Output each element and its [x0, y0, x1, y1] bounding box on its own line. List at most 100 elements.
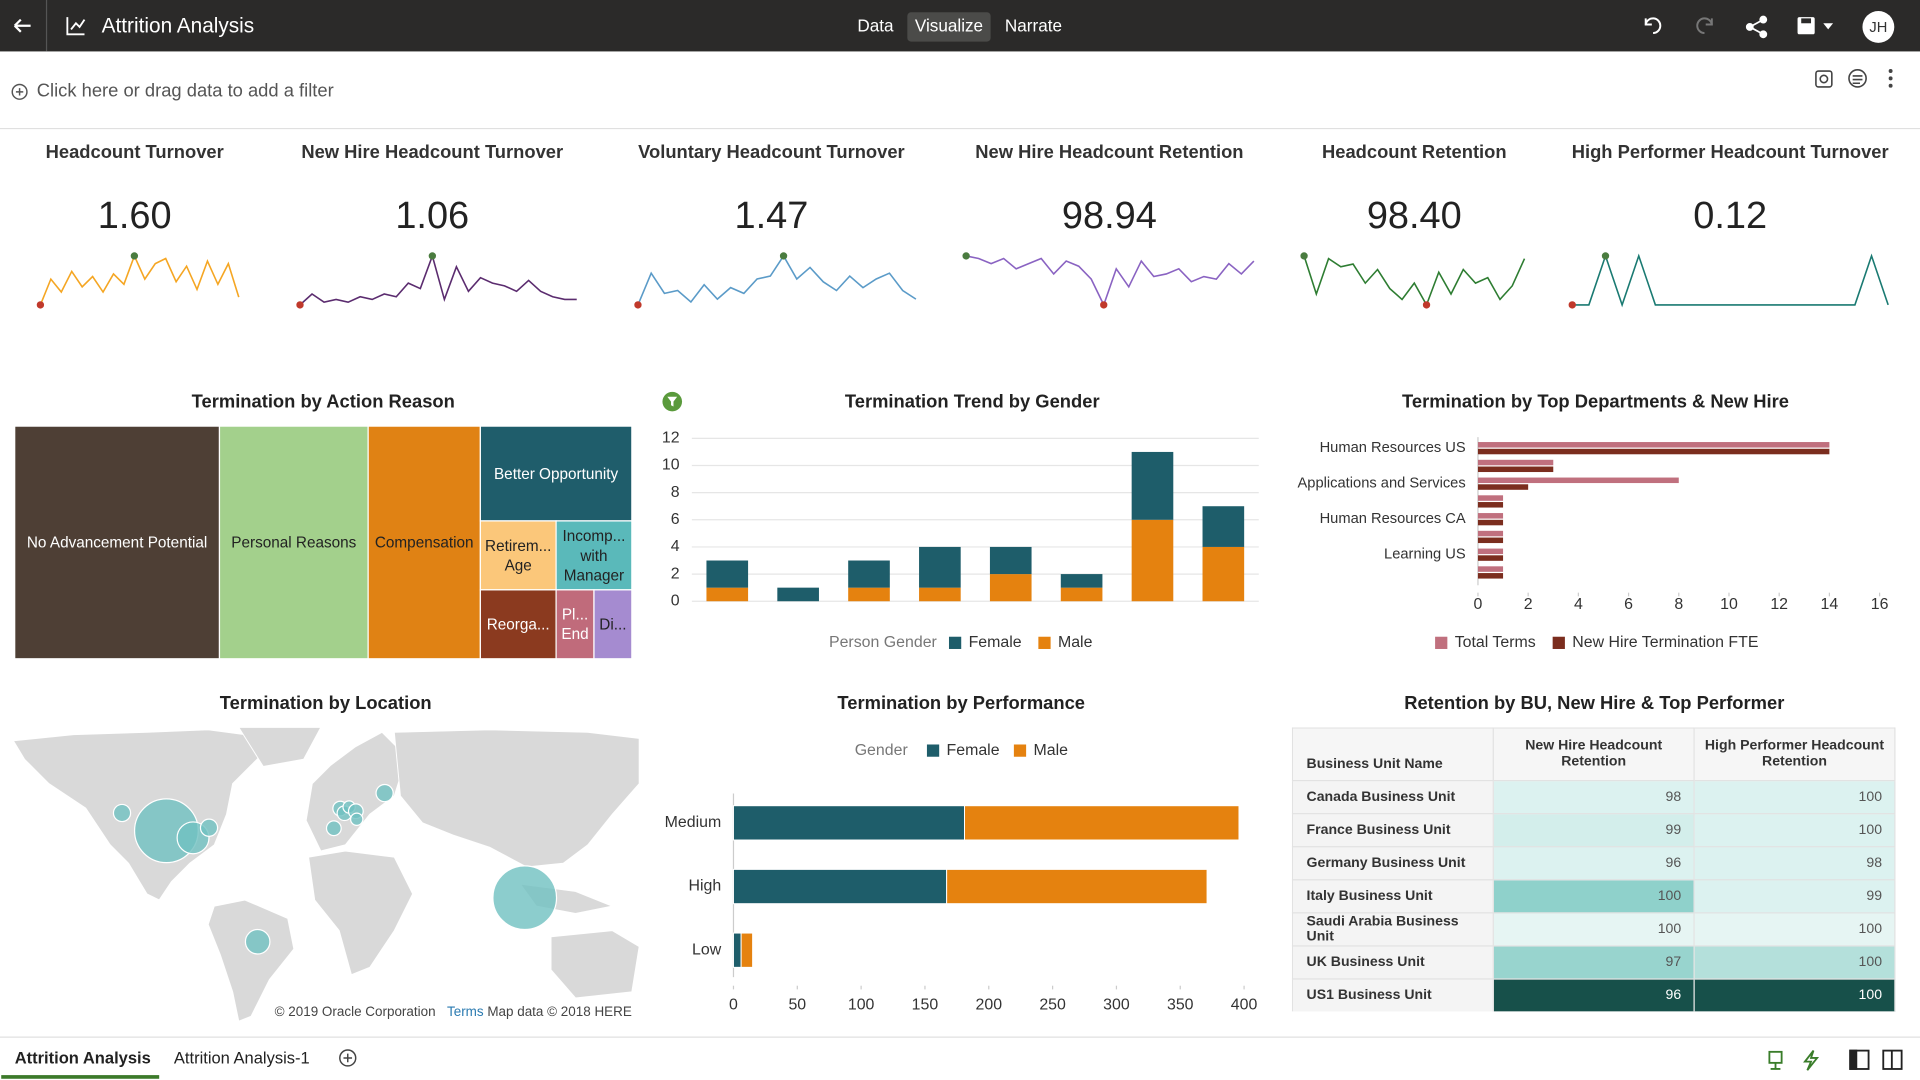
add-tab-button[interactable] [339, 1049, 357, 1067]
value-cell: 99 [1492, 813, 1695, 848]
value-cell: 100 [1693, 912, 1896, 947]
treemap-label: Di... [599, 615, 627, 633]
kpi-title: Headcount Turnover [46, 141, 224, 162]
sparkline-max [1300, 252, 1308, 260]
map-bubble [325, 820, 342, 837]
y-tick-label: 6 [671, 511, 680, 528]
chart-title: Retention by BU, New Hire & Top Performe… [1404, 692, 1784, 713]
sheet-tab[interactable]: Attrition Analysis [15, 1049, 151, 1068]
bar-segment [706, 560, 749, 588]
row-header: France Business Unit [1291, 813, 1494, 848]
save-button[interactable] [1797, 17, 1834, 35]
x-tick-label: 400 [1231, 997, 1258, 1014]
nav-button[interactable]: Narrate [1005, 15, 1062, 35]
bar-segment [848, 587, 890, 602]
x-tick-label: 4 [1574, 596, 1583, 613]
active-tab-underline [1, 1075, 160, 1079]
y-tick-label: Low [692, 941, 722, 958]
table-header-row: Business Unit Name New Hire Headcount Ret… [1291, 727, 1896, 782]
bar-segment [1060, 587, 1103, 602]
sparkline-max [779, 252, 788, 260]
nav-active-bg [907, 12, 991, 42]
row-header: Saudi Arabia Business Unit [1291, 912, 1494, 947]
column-header: Business Unit Name [1291, 727, 1494, 782]
treemap-label: No Advancement Potential [26, 533, 208, 552]
bar [1477, 519, 1504, 526]
map-bubble [244, 928, 271, 955]
x-tick-label: 0 [729, 997, 738, 1014]
bar-segment [1202, 506, 1245, 547]
bar-segment [964, 805, 1240, 841]
value-cell: 100 [1693, 779, 1896, 815]
treemap-label-box: Retirem... Age [485, 537, 551, 574]
x-tick-label: 8 [1674, 596, 1683, 613]
x-tick-label: 14 [1821, 596, 1839, 613]
bar [1477, 548, 1504, 555]
sparkline [965, 255, 1255, 307]
legend-label: New Hire Termination FTE [1572, 634, 1758, 651]
nav-button[interactable]: Data [857, 15, 894, 35]
x-tick-label: 12 [1770, 596, 1788, 613]
bar-segment [1131, 451, 1174, 520]
legend-swatch [1552, 636, 1565, 649]
map-bubble [199, 818, 219, 837]
add-filter-icon[interactable] [11, 83, 28, 100]
sparkline-min [1422, 301, 1431, 309]
sparkline-max [130, 252, 139, 260]
legend-label: Total Terms [1455, 634, 1536, 651]
undo-button[interactable] [1644, 17, 1662, 35]
treemap-cell [555, 589, 595, 660]
chart-title: Termination by Performance [837, 692, 1085, 713]
bar [1477, 459, 1554, 466]
treemap-label: Personal Reasons [231, 533, 357, 552]
legend-label: Male [1058, 634, 1093, 651]
x-tick-label: 0 [1474, 596, 1483, 613]
filter-placeholder[interactable]: Click here or drag data to add a filter [37, 80, 334, 101]
map-bubble [350, 812, 364, 826]
avatar-initials: JH [1869, 20, 1887, 36]
avatar[interactable] [1862, 11, 1895, 43]
sheet-tab[interactable]: Attrition Analysis-1 [174, 1049, 310, 1068]
chart-icon [66, 17, 86, 36]
legend-swatch [948, 636, 962, 649]
x-tick-label: 300 [1103, 997, 1130, 1014]
sparkline [637, 254, 917, 306]
treemap-label-box: Reorga... [487, 616, 550, 633]
chart-title: Termination Trend by Gender [845, 391, 1100, 412]
sparkline [299, 253, 577, 306]
nav-button[interactable]: Visualize [915, 15, 983, 35]
row-header: Germany Business Unit [1291, 846, 1494, 881]
share-button[interactable] [1745, 15, 1768, 39]
bar [1477, 555, 1504, 561]
y-tick-label: Applications and Services [1298, 476, 1466, 492]
footer-icons[interactable] [1768, 1050, 1820, 1071]
table-row: Germany Business Unit 96 98 [1291, 846, 1896, 881]
bar-segment [989, 574, 1032, 602]
bar [1477, 466, 1554, 473]
app-title: Attrition Analysis [102, 14, 255, 37]
land [550, 930, 640, 999]
chart-title: Termination by Location [220, 692, 432, 713]
back-button[interactable] [13, 18, 31, 33]
value-cell: 97 [1492, 945, 1695, 980]
value-cell: 100 [1693, 978, 1896, 1012]
sparkline-min [36, 301, 45, 309]
treemap-label-box: Compensation [375, 534, 474, 551]
table-row: Canada Business Unit 98 100 [1291, 779, 1896, 815]
x-tick-label: 50 [788, 997, 806, 1014]
bar [1477, 513, 1504, 519]
treemap-cell [555, 520, 633, 591]
treemap-cell [218, 425, 369, 660]
y-tick-label: Human Resources US [1320, 440, 1466, 456]
toolbar-icons[interactable] [1815, 69, 1867, 88]
bar-segment [848, 560, 890, 588]
more-menu[interactable] [1888, 69, 1893, 88]
value-cell: 99 [1693, 879, 1896, 914]
map-attribution[interactable]: Terms [447, 1004, 484, 1019]
redo-button[interactable] [1696, 17, 1713, 35]
layout-icons[interactable] [1849, 1049, 1903, 1070]
map-bubble [492, 865, 558, 931]
x-tick-label: 2 [1524, 596, 1533, 613]
kpi-value: 0.12 [1693, 195, 1767, 237]
